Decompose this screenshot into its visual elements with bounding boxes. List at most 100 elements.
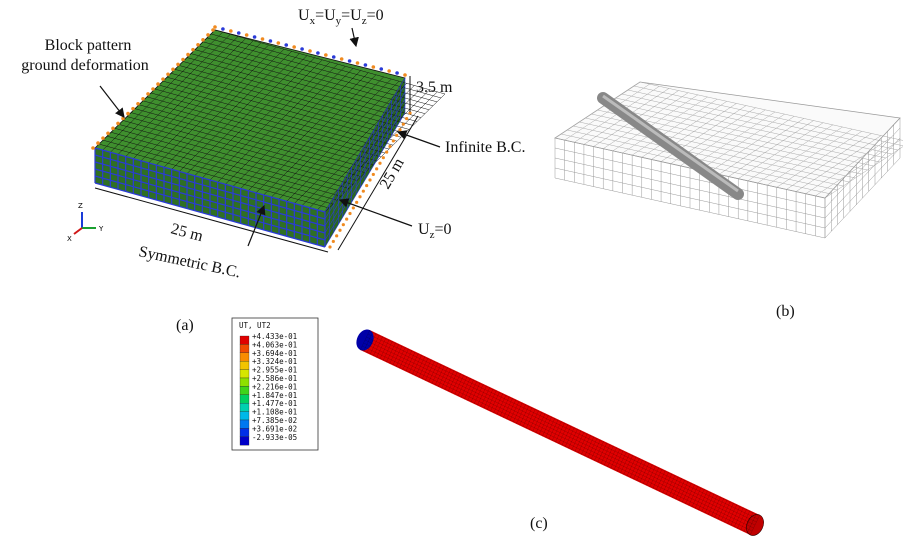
wireframe-model [555,82,903,238]
legend-title: UT, UT2 [239,321,271,330]
bc-marker [395,71,399,75]
bc-marker [269,39,273,43]
legend-label: -2.933e-05 [252,433,297,442]
bc-marker [405,117,408,120]
bc-marker [237,31,241,35]
text: =U [315,7,336,24]
bc-marker [332,55,336,59]
bc-marker [186,53,190,57]
panel-label: (a) [176,317,194,334]
panel-label: (b) [776,303,795,320]
bc-marker [375,167,378,170]
legend-swatch [240,395,249,403]
axis-label: X [67,235,72,243]
bc-marker [364,63,368,67]
bc-marker [146,92,150,96]
bc-marker [292,45,296,49]
bc-marker [365,184,368,187]
bc-marker [338,229,341,232]
bc-marker [385,150,388,153]
bc-marker [196,43,200,47]
annotation: Block pattern [45,37,132,54]
bc-marker [392,139,395,142]
bc-marker [106,131,110,135]
bc-marker [328,245,331,248]
legend-swatch [240,361,249,369]
bc-marker [284,43,288,47]
bc-marker [388,145,391,148]
bc-marker [348,59,352,63]
bc-marker [111,127,115,131]
legend-swatch [240,344,249,352]
annotation: 3.5 m [416,79,453,96]
bc-marker [345,217,348,220]
bc-marker [176,63,180,67]
bc-marker [362,190,365,193]
legend-swatch [240,403,249,411]
bc-marker [171,68,175,72]
bc-marker [335,234,338,237]
bc-marker [213,25,217,29]
text: =0 [434,221,451,238]
bc-marker [372,65,376,69]
text: =U [341,7,362,24]
bc-marker [161,77,165,81]
bc-marker [332,240,335,243]
bc-marker [96,141,100,145]
bc-marker [378,162,381,165]
bc-marker [221,27,225,31]
figure: Block pattern ground deformation Ux=Uy=U… [0,0,903,542]
legend-swatch [240,437,249,445]
annotation: 25 m [169,220,205,245]
legend-swatch [240,353,249,361]
arrow [100,86,124,117]
annotation: 25 m [377,155,408,192]
axis-label: Y [98,225,104,233]
text: U [298,7,310,24]
bc-marker [395,134,398,137]
bc-marker [116,122,120,126]
text: U [418,221,430,238]
text: =0 [367,7,384,24]
bc-marker [156,82,160,86]
legend-swatch [240,370,249,378]
bc-marker [356,61,360,65]
bc-marker [245,33,249,37]
legend-swatch [240,336,249,344]
axis-label: Z [78,202,83,210]
bc-marker [368,178,371,181]
bc-marker [131,107,135,111]
bc-marker [253,35,257,39]
bc-marker [126,112,130,116]
panel-label: (c) [530,515,548,532]
legend-swatch [240,378,249,386]
bc-marker [316,51,320,55]
bc-marker [355,201,358,204]
bc-marker [398,128,401,131]
bc-marker [300,47,304,51]
bc-marker [382,156,385,159]
bc-marker [342,223,345,226]
bc-marker [277,41,281,45]
bc-marker [352,206,355,209]
legend-swatch [240,412,249,420]
bc-marker [229,29,233,33]
bc-marker [181,58,185,62]
bc-marker [403,73,407,77]
bc-marker [166,72,170,76]
bc-marker [211,28,215,32]
bc-marker [141,97,145,101]
bc-marker [136,102,140,106]
legend-swatch [240,386,249,394]
bc-marker [191,48,195,52]
bc-marker [308,49,312,53]
bc-marker [379,67,383,71]
arrow [352,28,356,46]
bc-marker [372,173,375,176]
annotation: Symmetric B.C. [137,243,242,281]
axis-triad: Z X Y [67,202,104,243]
bc-marker [358,195,361,198]
bc-marker [340,57,344,61]
annotation: Ux=Uy=Uz=0 [298,7,384,27]
bc-marker [261,37,265,41]
